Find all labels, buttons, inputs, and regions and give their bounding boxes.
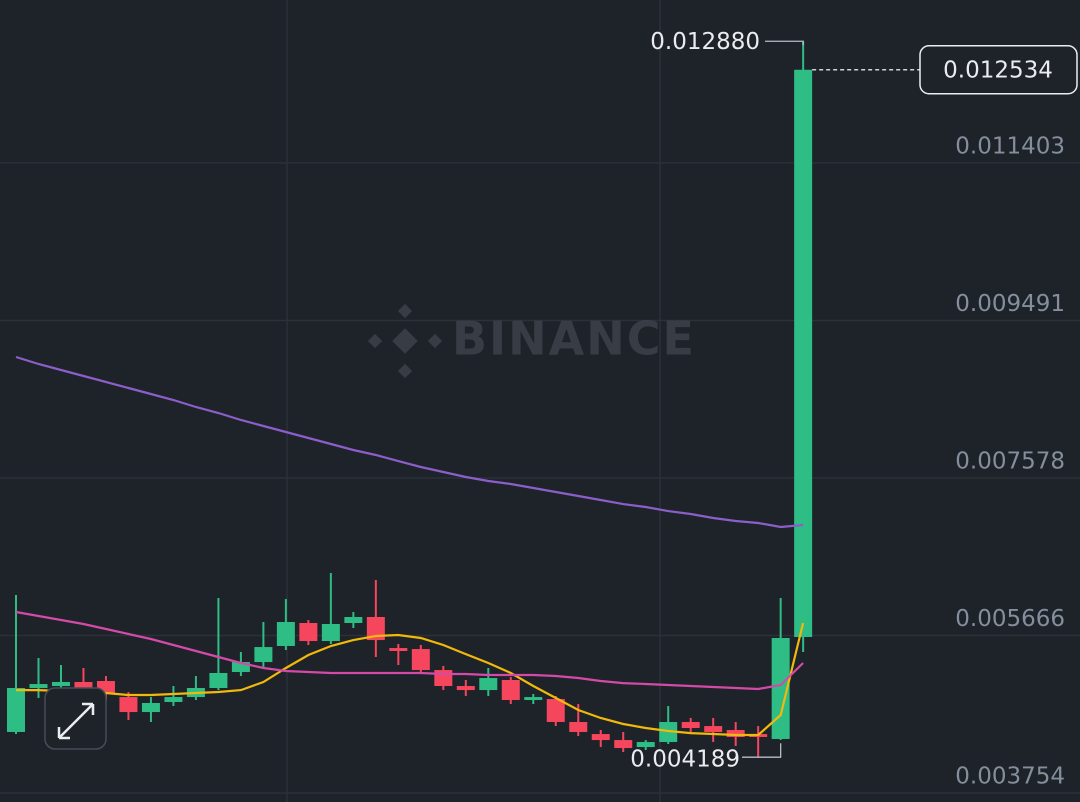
candle-body	[794, 69, 813, 638]
candle-body	[389, 648, 408, 652]
ma-line	[15, 355, 804, 529]
expand-icon[interactable]	[57, 702, 95, 740]
plot: 0.012534 0.012880 0.004189	[7, 29, 1078, 773]
candle-body	[726, 730, 745, 738]
y-tick-label: 0.003754	[955, 764, 1065, 790]
last-price-box	[919, 45, 1078, 95]
candle-body	[7, 687, 25, 732]
candle-body	[74, 681, 93, 688]
watermark-text: BINANCE	[452, 312, 696, 366]
candle-body	[411, 649, 430, 671]
candle-body	[434, 670, 453, 687]
candle-body	[569, 722, 588, 732]
candle-body	[51, 681, 70, 687]
y-tick-label: 0.009491	[955, 291, 1065, 317]
candle-body	[524, 697, 543, 701]
candle-body	[209, 673, 228, 688]
expand-button[interactable]	[44, 687, 107, 750]
y-tick-label: 0.007578	[955, 449, 1065, 475]
candle-body	[636, 742, 655, 748]
y-tick-label: 0.011403	[955, 133, 1065, 159]
expand-button-frame[interactable]	[44, 687, 107, 750]
candle-body	[456, 686, 475, 691]
ma-line	[15, 610, 804, 691]
candle-body	[276, 622, 295, 646]
candle-body	[141, 702, 160, 713]
candle-body	[164, 697, 183, 702]
candle-body	[704, 726, 723, 732]
candle-body	[29, 684, 48, 688]
candle-body	[366, 616, 385, 641]
low-connector	[742, 743, 782, 758]
high-connector	[765, 40, 804, 46]
candle-body	[681, 722, 700, 729]
candle-body	[479, 678, 498, 691]
low-label: 0.004189	[630, 747, 740, 773]
candle-body	[591, 734, 610, 741]
candle-body	[501, 680, 520, 701]
watermark: BINANCE	[367, 303, 696, 379]
candle-body	[546, 699, 565, 723]
candle-body	[119, 697, 138, 713]
candle-body	[344, 616, 363, 623]
candle-body	[254, 647, 273, 663]
last-price-label: 0.012534	[943, 57, 1053, 83]
y-tick-label: 0.005666	[955, 606, 1065, 632]
candle-body	[299, 622, 318, 642]
grid: 0.003754 0.005666 0.007578 0.009491 0.011403	[0, 133, 1080, 794]
candle-body	[614, 740, 633, 749]
candle-body	[771, 637, 790, 739]
high-label: 0.012880	[650, 29, 760, 55]
watermark-logo	[367, 303, 443, 379]
ma-line	[16, 622, 805, 737]
candle-body	[231, 662, 250, 673]
candle-body	[321, 623, 340, 642]
